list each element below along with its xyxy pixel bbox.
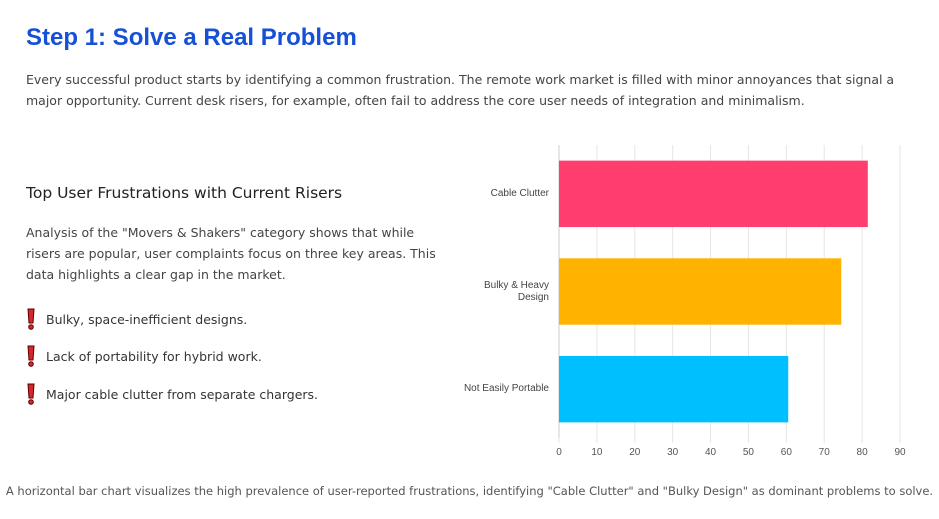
- y-tick-label: Bulky & Heavy Design: [483, 279, 549, 303]
- section-heading: Top User Frustrations with Current Riser…: [26, 184, 343, 202]
- item-text: Major cable clutter from separate charge…: [46, 386, 319, 402]
- x-tick-label: 30: [667, 447, 679, 458]
- x-tick-label: 70: [819, 447, 831, 458]
- x-tick-label: 60: [781, 447, 793, 458]
- chart: 0 10 20 30 40 50 60 70 80 90: [556, 145, 906, 458]
- section-paragraph: Analysis of the "Movers & Shakers" categ…: [26, 225, 436, 282]
- bar: [559, 258, 842, 325]
- list-item: Lack of portability for hybrid work.: [26, 345, 262, 367]
- x-tick-label: 50: [743, 447, 755, 458]
- bar: [559, 160, 868, 228]
- item-text: Lack of portability for hybrid work.: [46, 348, 262, 364]
- x-tick-label: 40: [705, 447, 717, 458]
- list-item: Bulky, space-inefficient designs.: [26, 308, 247, 330]
- page-title: Step 1: Solve a Real Problem: [26, 24, 357, 51]
- x-tick-label: 90: [894, 447, 906, 458]
- x-tick-label: 20: [629, 447, 641, 458]
- x-tick-label: 0: [556, 447, 562, 458]
- bar: [559, 355, 789, 423]
- x-tick-label: 10: [591, 447, 603, 458]
- list-item: Major cable clutter from separate charge…: [26, 383, 318, 405]
- warning-icon: [27, 308, 35, 330]
- x-tick-label: 80: [857, 447, 869, 458]
- intro-text: Every successful product starts by ident…: [26, 72, 895, 108]
- y-tick-label: Not Easily Portable: [463, 383, 549, 395]
- caption: A horizontal bar chart visualizes the hi…: [5, 484, 934, 498]
- y-tick-label: Cable Clutter: [490, 187, 549, 199]
- item-text: Bulky, space-inefficient designs.: [46, 311, 248, 327]
- warning-icon: [27, 345, 35, 367]
- warning-icon: [27, 383, 35, 405]
